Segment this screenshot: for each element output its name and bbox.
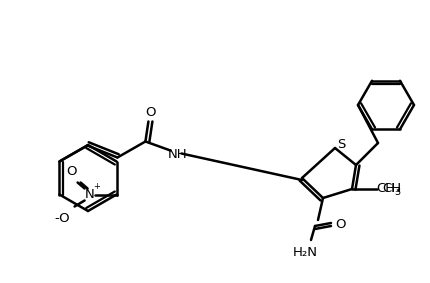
Text: -O: -O (55, 212, 71, 225)
Text: O: O (66, 165, 77, 178)
Text: CH₃: CH₃ (376, 183, 400, 196)
Text: S: S (337, 138, 345, 151)
Text: N: N (85, 188, 95, 201)
Text: H₂N: H₂N (292, 246, 317, 260)
Text: O: O (335, 218, 345, 230)
Text: O: O (145, 106, 156, 119)
Text: 3: 3 (394, 187, 400, 197)
Text: +: + (93, 182, 100, 191)
Text: CH: CH (382, 183, 401, 196)
Text: NH: NH (168, 148, 187, 161)
